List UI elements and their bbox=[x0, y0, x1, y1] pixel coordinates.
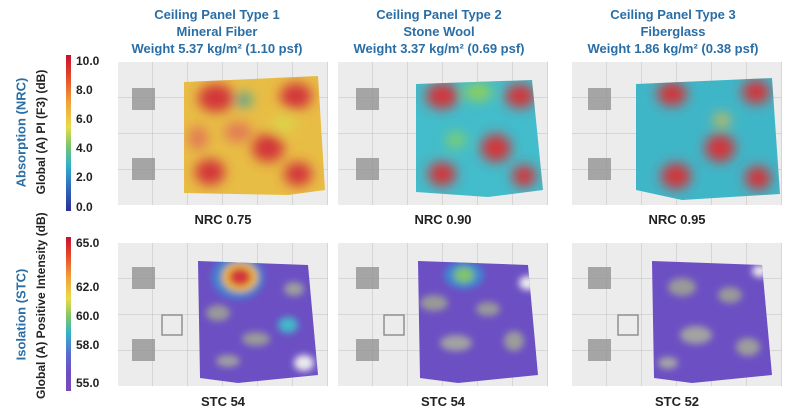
absorption-heatmap-panel-3 bbox=[572, 62, 782, 205]
absorption-tick: 0.0 bbox=[76, 200, 93, 214]
panel-material: Stone Wool bbox=[403, 24, 475, 39]
absorption-heatmap-panel-2 bbox=[338, 62, 548, 205]
isolation-scale-title: Global (A) Positive Intensity (dB) bbox=[34, 212, 48, 399]
panel-type-1-heading: Ceiling Panel Type 1 Mineral Fiber Weigh… bbox=[112, 6, 322, 57]
panel-material: Mineral Fiber bbox=[176, 24, 258, 39]
isolation-heatmap-panel-2 bbox=[338, 243, 548, 386]
panel-weight: Weight 1.86 kg/m² (0.38 psf) bbox=[587, 41, 759, 56]
isolation-heatmap-panel-3 bbox=[572, 243, 782, 386]
panel-weight: Weight 5.37 kg/m² (1.10 psf) bbox=[131, 41, 303, 56]
isolation-tick: 60.0 bbox=[76, 309, 100, 323]
panel-material: Fiberglass bbox=[640, 24, 706, 39]
stc-caption-3: STC 52 bbox=[654, 394, 700, 409]
isolation-row-label: Isolation (STC) bbox=[13, 268, 29, 361]
panel-title: Ceiling Panel Type 3 bbox=[610, 7, 736, 22]
panel-title: Ceiling Panel Type 2 bbox=[376, 7, 502, 22]
isolation-tick: 62.0 bbox=[76, 280, 100, 294]
absorption-tick: 8.0 bbox=[76, 83, 93, 97]
isolation-tick: 55.0 bbox=[76, 376, 100, 390]
absorption-row-label: Absorption (NRC) bbox=[13, 77, 29, 188]
panel-type-3-heading: Ceiling Panel Type 3 Fiberglass Weight 1… bbox=[568, 6, 778, 57]
absorption-color-bar bbox=[66, 55, 71, 211]
panel-title: Ceiling Panel Type 1 bbox=[154, 7, 280, 22]
absorption-tick: 6.0 bbox=[76, 112, 93, 126]
stc-caption-2: STC 54 bbox=[420, 394, 466, 409]
absorption-tick: 10.0 bbox=[76, 54, 100, 68]
stc-caption-1: STC 54 bbox=[200, 394, 246, 409]
isolation-tick: 65.0 bbox=[76, 236, 100, 250]
isolation-tick: 58.0 bbox=[76, 338, 100, 352]
absorption-heatmap-panel-1 bbox=[118, 62, 328, 205]
absorption-scale-title: Global (A) PI (F3) (dB) bbox=[34, 69, 48, 195]
nrc-caption-3: NRC 0.95 bbox=[648, 212, 706, 227]
absorption-tick: 2.0 bbox=[76, 170, 93, 184]
nrc-caption-1: NRC 0.75 bbox=[194, 212, 252, 227]
isolation-heatmap-panel-1 bbox=[118, 243, 328, 386]
isolation-color-bar bbox=[66, 237, 71, 391]
panel-weight: Weight 3.37 kg/m² (0.69 psf) bbox=[353, 41, 525, 56]
panel-type-2-heading: Ceiling Panel Type 2 Stone Wool Weight 3… bbox=[334, 6, 544, 57]
nrc-caption-2: NRC 0.90 bbox=[414, 212, 472, 227]
absorption-tick: 4.0 bbox=[76, 141, 93, 155]
